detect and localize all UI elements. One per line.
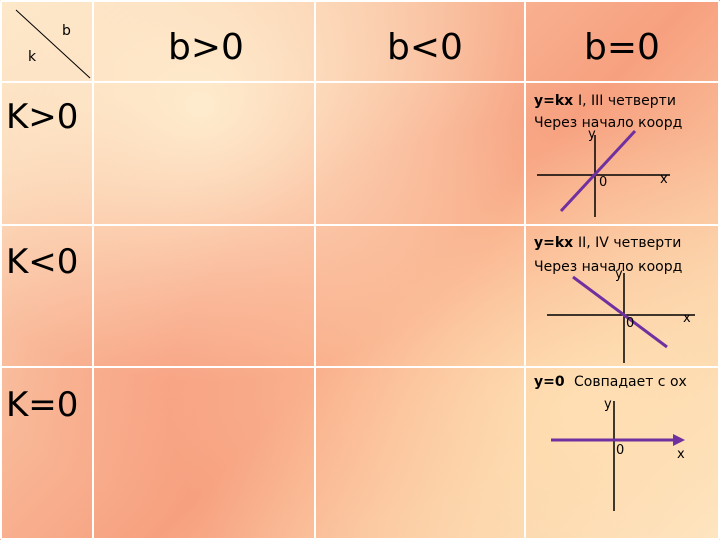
- x-axis-label: x: [660, 172, 668, 187]
- origin-label: 0: [626, 316, 635, 331]
- origin-label: 0: [616, 443, 625, 458]
- graph-horizontal-line: [551, 401, 685, 511]
- function-line: [559, 129, 637, 213]
- formula-y-kx: y=kx: [534, 235, 574, 251]
- column-header-b-zero: b=0: [584, 27, 660, 68]
- corner-b-label: b: [62, 23, 71, 39]
- through-origin-text: Через начало коорд: [534, 115, 683, 131]
- through-origin-text: Через начало коорд: [534, 259, 683, 275]
- coincides-text: Совпадает с ох: [574, 374, 687, 390]
- graph-increasing-line: [537, 129, 670, 217]
- function-line: [572, 275, 668, 349]
- y-axis-label: y: [604, 397, 612, 412]
- quarters-text: I, III четверти: [578, 93, 676, 109]
- quarters-text: II, IV четверти: [578, 235, 682, 251]
- origin-label: 0: [599, 175, 608, 190]
- corner-k-label: k: [28, 49, 37, 65]
- arrow-head: [673, 434, 685, 446]
- formula-y-kx: y=kx: [534, 93, 574, 109]
- graph-decreasing-line: [547, 273, 695, 363]
- formula-y-zero: y=0: [534, 374, 565, 390]
- row-header-k-positive: K>0: [6, 97, 79, 137]
- column-header-b-negative: b<0: [387, 27, 463, 68]
- x-axis-label: x: [677, 447, 685, 462]
- row-header-k-zero: K=0: [6, 385, 79, 425]
- y-axis-label: y: [588, 127, 596, 142]
- x-axis-label: x: [683, 311, 691, 326]
- column-header-b-positive: b>0: [168, 27, 244, 68]
- y-axis-label: y: [615, 267, 623, 282]
- row-header-k-negative: K<0: [6, 242, 79, 282]
